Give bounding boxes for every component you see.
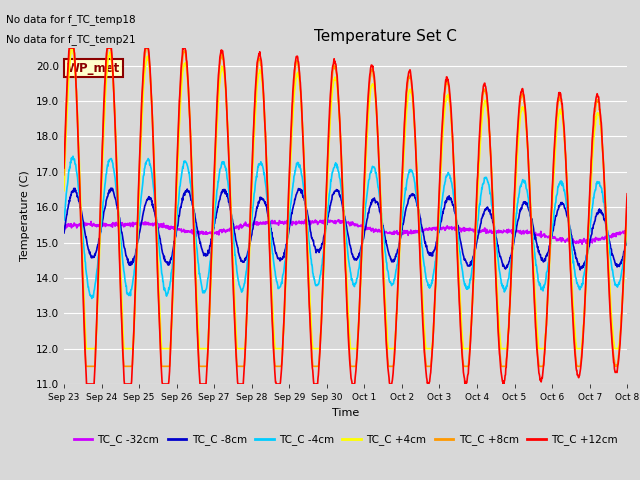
Title: Temperature Set C: Temperature Set C <box>314 29 456 44</box>
Text: WP_met: WP_met <box>67 61 120 74</box>
X-axis label: Time: Time <box>332 408 359 418</box>
Legend: TC_C -32cm, TC_C -8cm, TC_C -4cm, TC_C +4cm, TC_C +8cm, TC_C +12cm: TC_C -32cm, TC_C -8cm, TC_C -4cm, TC_C +… <box>69 430 622 449</box>
Y-axis label: Temperature (C): Temperature (C) <box>20 170 31 262</box>
Text: No data for f_TC_temp18: No data for f_TC_temp18 <box>6 14 136 25</box>
Text: No data for f_TC_temp21: No data for f_TC_temp21 <box>6 34 136 45</box>
